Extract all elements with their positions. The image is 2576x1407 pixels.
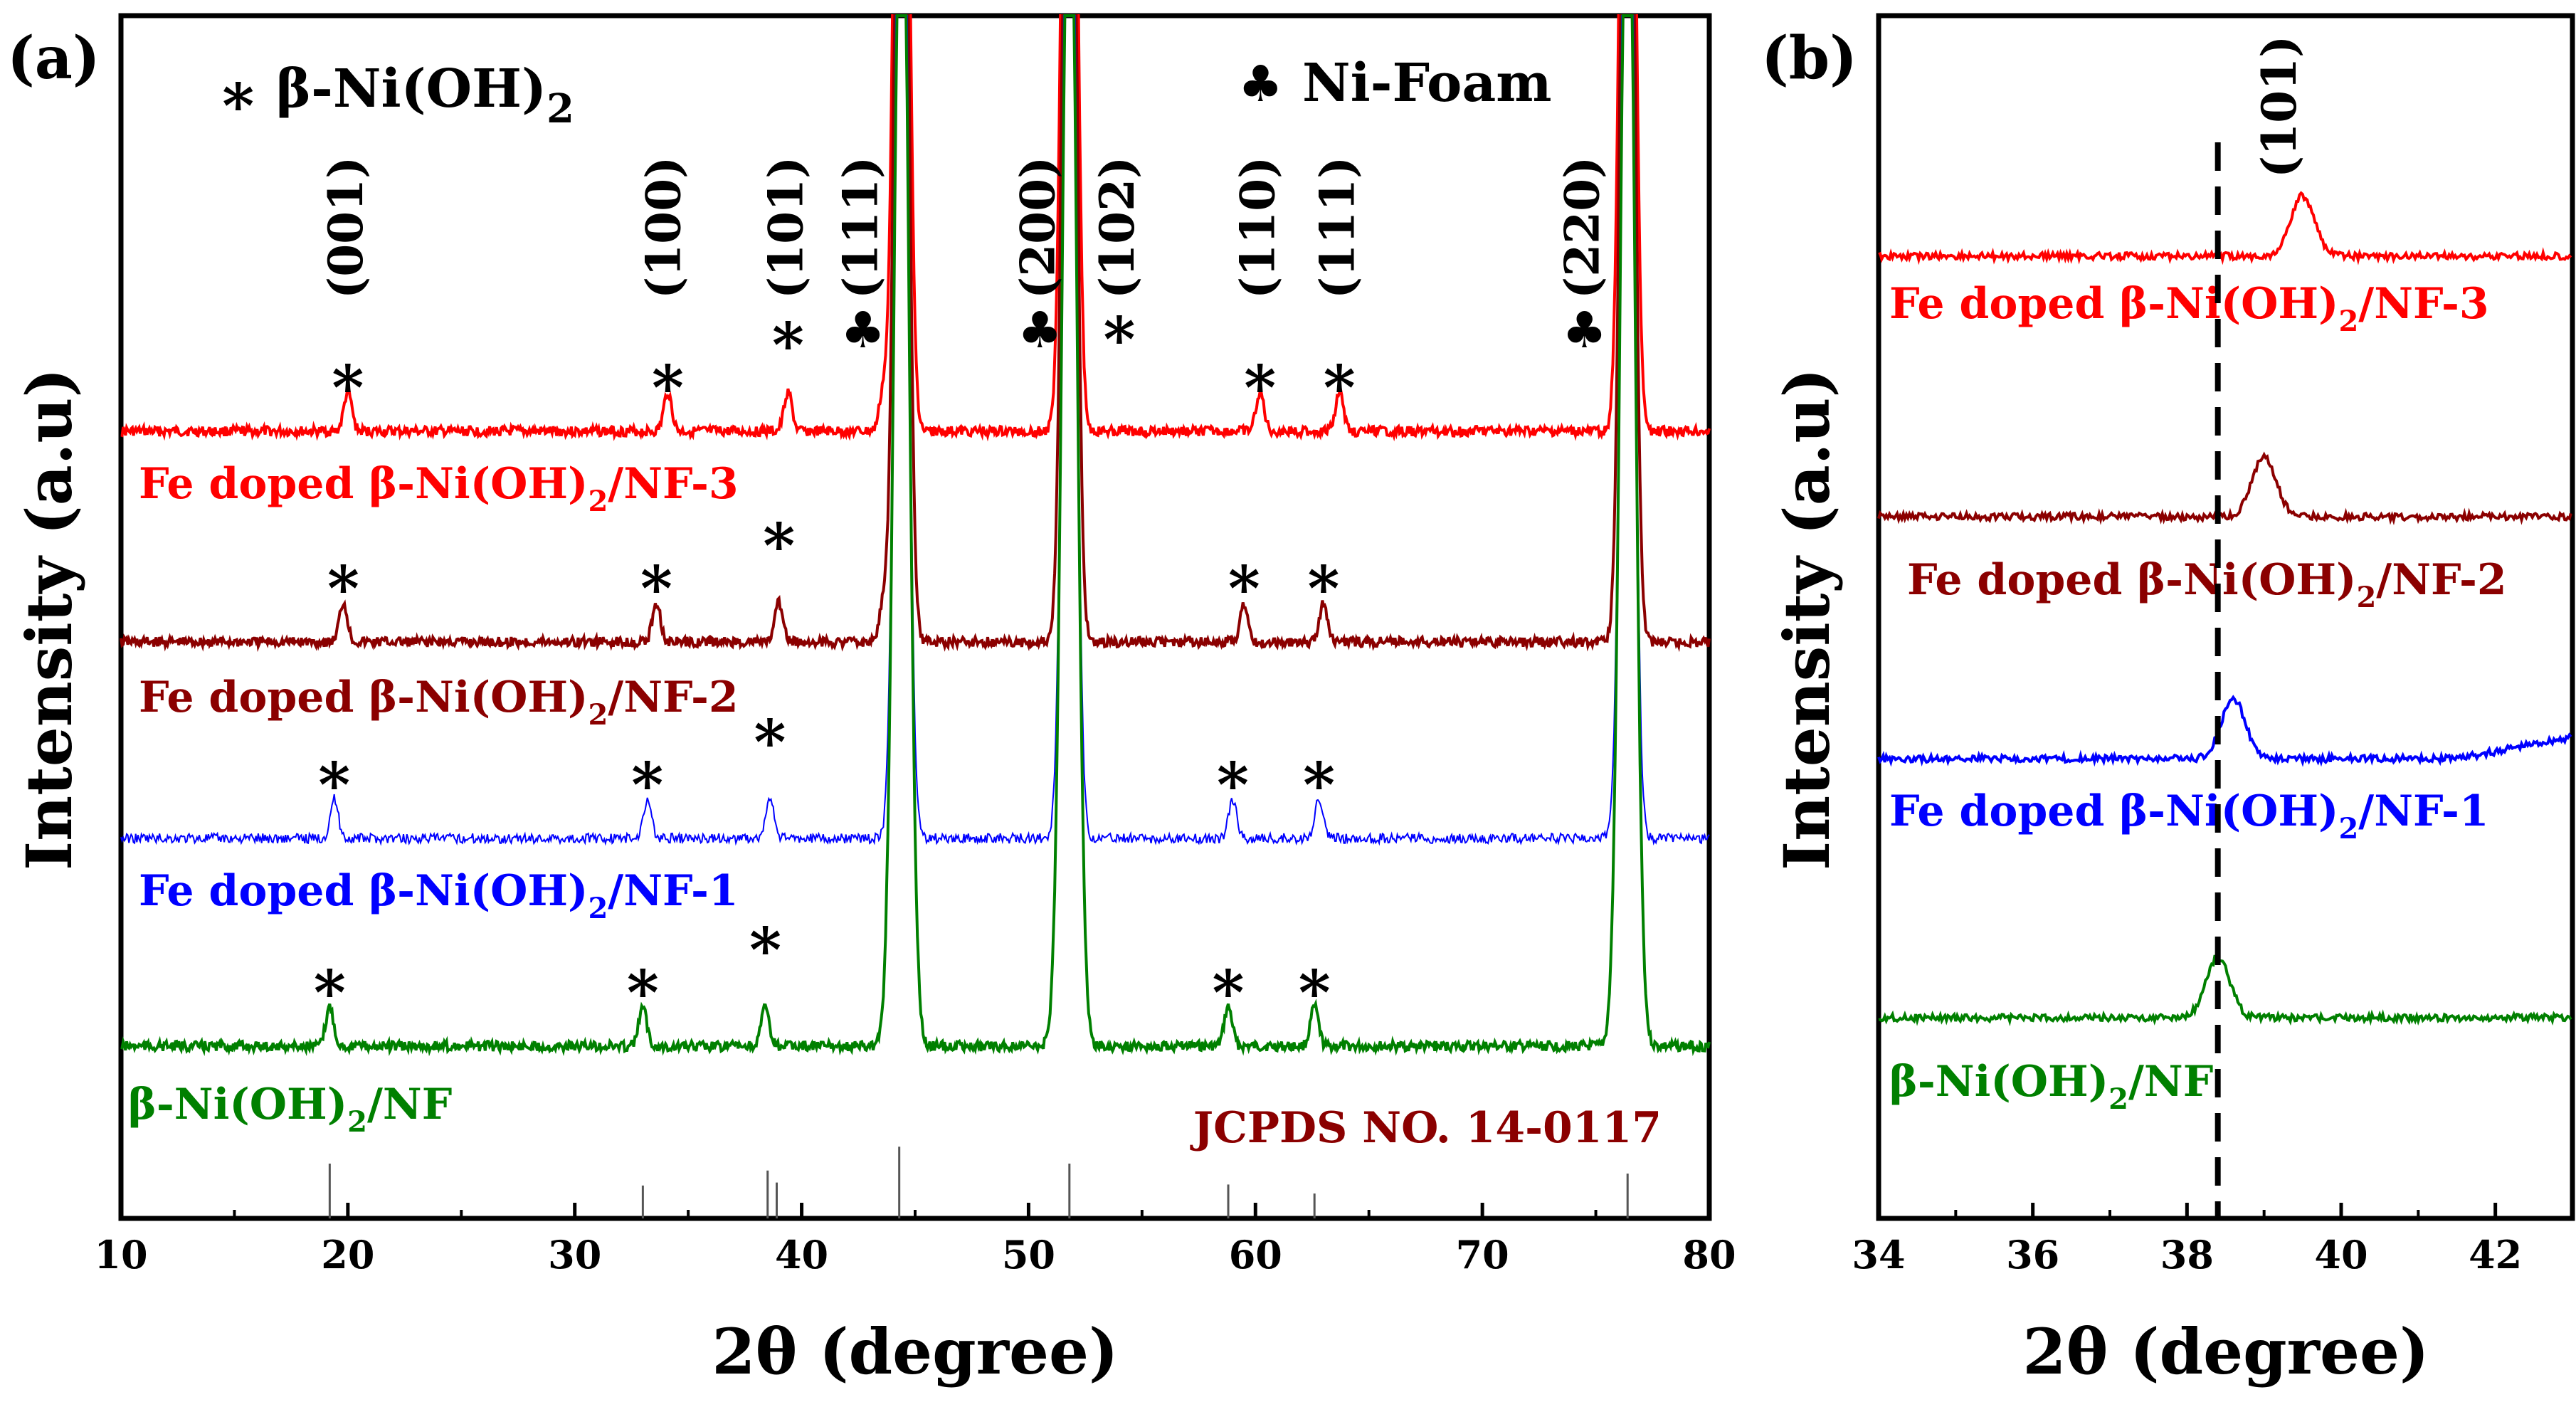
x-tick-label: 38	[2160, 1232, 2214, 1277]
legend-ni-oh2-label: β-Ni(OH)2	[276, 58, 574, 132]
panel-a-x-axis-title: 2θ (degree)	[712, 1314, 1118, 1388]
series-line	[1878, 191, 2572, 265]
panel-b-y-axis-title: Intensity (a.u)	[1770, 368, 1844, 870]
panel-b: Fe doped β-Ni(OH)2/NF-3 Fe doped β-Ni(OH)…	[1761, 13, 2575, 1388]
peak-hkl-label: (220)	[1555, 157, 1610, 299]
series-line	[1877, 695, 2572, 767]
peak-hkl-label: (101)	[758, 157, 813, 299]
foam-club-icon: ♣	[1562, 301, 1607, 359]
series-label: Fe doped β-Ni(OH)2/NF-1	[139, 866, 739, 925]
series-line	[1877, 451, 2572, 526]
peak-star-icon: ∗	[647, 340, 689, 412]
peak-hkl-label: (101)	[2252, 36, 2307, 178]
series-line	[120, 14, 1711, 442]
series-label: Fe doped β-Ni(OH)2/NF-1	[1889, 786, 2489, 845]
x-tick-label: 42	[2469, 1232, 2522, 1277]
peak-star-icon: ∗	[635, 541, 677, 613]
peak-star-icon: ∗	[626, 737, 668, 809]
peak-hkl-label: (111)	[1309, 157, 1365, 299]
x-tick-label: 80	[1682, 1232, 1736, 1277]
peak-star-icon: ∗	[1212, 737, 1254, 809]
panel-a-y-axis-title: Intensity (a.u)	[12, 368, 86, 870]
peak-star-icon: ∗	[744, 902, 786, 974]
series-line	[120, 14, 1711, 653]
series-label: Fe doped β-Ni(OH)2/NF-2	[1907, 555, 2507, 614]
x-tick-label: 40	[775, 1232, 828, 1277]
peak-star-icon: ∗	[1223, 541, 1265, 613]
peak-star-icon: ∗	[749, 695, 791, 766]
x-tick-label: 40	[2314, 1232, 2368, 1277]
x-tick-label: 36	[2006, 1232, 2059, 1277]
peak-star-icon: ∗	[1319, 340, 1361, 412]
peak-star-icon: ∗	[758, 498, 800, 570]
series-line	[1878, 954, 2572, 1027]
panel-b-frame	[1876, 13, 2575, 1221]
peak-hkl-label: (102)	[1089, 157, 1145, 299]
peak-star-icon: ∗	[767, 297, 809, 369]
x-tick-label: 34	[1852, 1232, 1905, 1277]
series-line	[120, 15, 1710, 846]
peak-star-icon: ∗	[1239, 340, 1281, 412]
peak-star-icon: ∗	[1302, 541, 1344, 613]
x-tick-label: 50	[1002, 1232, 1055, 1277]
peak-star-icon: ∗	[313, 737, 355, 809]
x-tick-label: 70	[1456, 1232, 1509, 1277]
peak-hkl-label: (200)	[1010, 157, 1065, 299]
legend-club-icon: ♣	[1238, 55, 1283, 113]
peak-hkl-label: (001)	[318, 157, 374, 299]
peak-star-icon: ∗	[309, 945, 351, 1017]
series-label: β-Ni(OH)2/NF	[128, 1080, 452, 1139]
series-line	[120, 14, 1711, 1057]
peak-star-icon: ∗	[1207, 945, 1249, 1017]
foam-club-icon: ♣	[840, 301, 885, 359]
x-tick-label: 20	[321, 1232, 374, 1277]
x-tick-label: 30	[548, 1232, 601, 1277]
peak-hkl-label: (100)	[635, 157, 691, 299]
legend-ni-oh2: ∗ β-Ni(OH)2	[217, 58, 574, 132]
legend-ni-foam-label: Ni-Foam	[1302, 53, 1552, 114]
peak-star-icon: ∗	[322, 541, 364, 613]
legend-star-icon: ∗	[217, 58, 259, 130]
panel-a-label: (a)	[7, 24, 100, 93]
series-label: Fe doped β-Ni(OH)2/NF-3	[1889, 279, 2489, 338]
x-tick-label: 10	[94, 1232, 147, 1277]
peak-star-icon: ∗	[327, 340, 369, 412]
peak-star-icon: ∗	[1098, 292, 1140, 364]
peak-star-icon: ∗	[1298, 737, 1340, 809]
peak-star-icon: ∗	[1293, 945, 1335, 1017]
peak-star-icon: ∗	[622, 945, 664, 1017]
peak-hkl-label: (110)	[1230, 157, 1286, 299]
series-label: β-Ni(OH)2/NF	[1889, 1057, 2213, 1116]
jcpds-reference-label: JCPDS NO. 14-0117	[1190, 1103, 1662, 1153]
panel-b-x-axis-title: 2θ (degree)	[2022, 1314, 2429, 1388]
panel-a: 10 20 30 40 50 60 70 80 Fe doped β-Ni(OH)2/NF-3…	[7, 13, 1736, 1388]
series-label: Fe doped β-Ni(OH)2/NF-3	[139, 459, 739, 518]
legend-ni-foam: ♣ Ni-Foam	[1238, 53, 1552, 114]
foam-club-icon: ♣	[1018, 301, 1062, 359]
peak-hkl-label: (111)	[833, 157, 889, 299]
panel-b-label: (b)	[1761, 24, 1857, 93]
x-tick-label: 60	[1229, 1232, 1282, 1277]
series-label: Fe doped β-Ni(OH)2/NF-2	[139, 673, 739, 732]
